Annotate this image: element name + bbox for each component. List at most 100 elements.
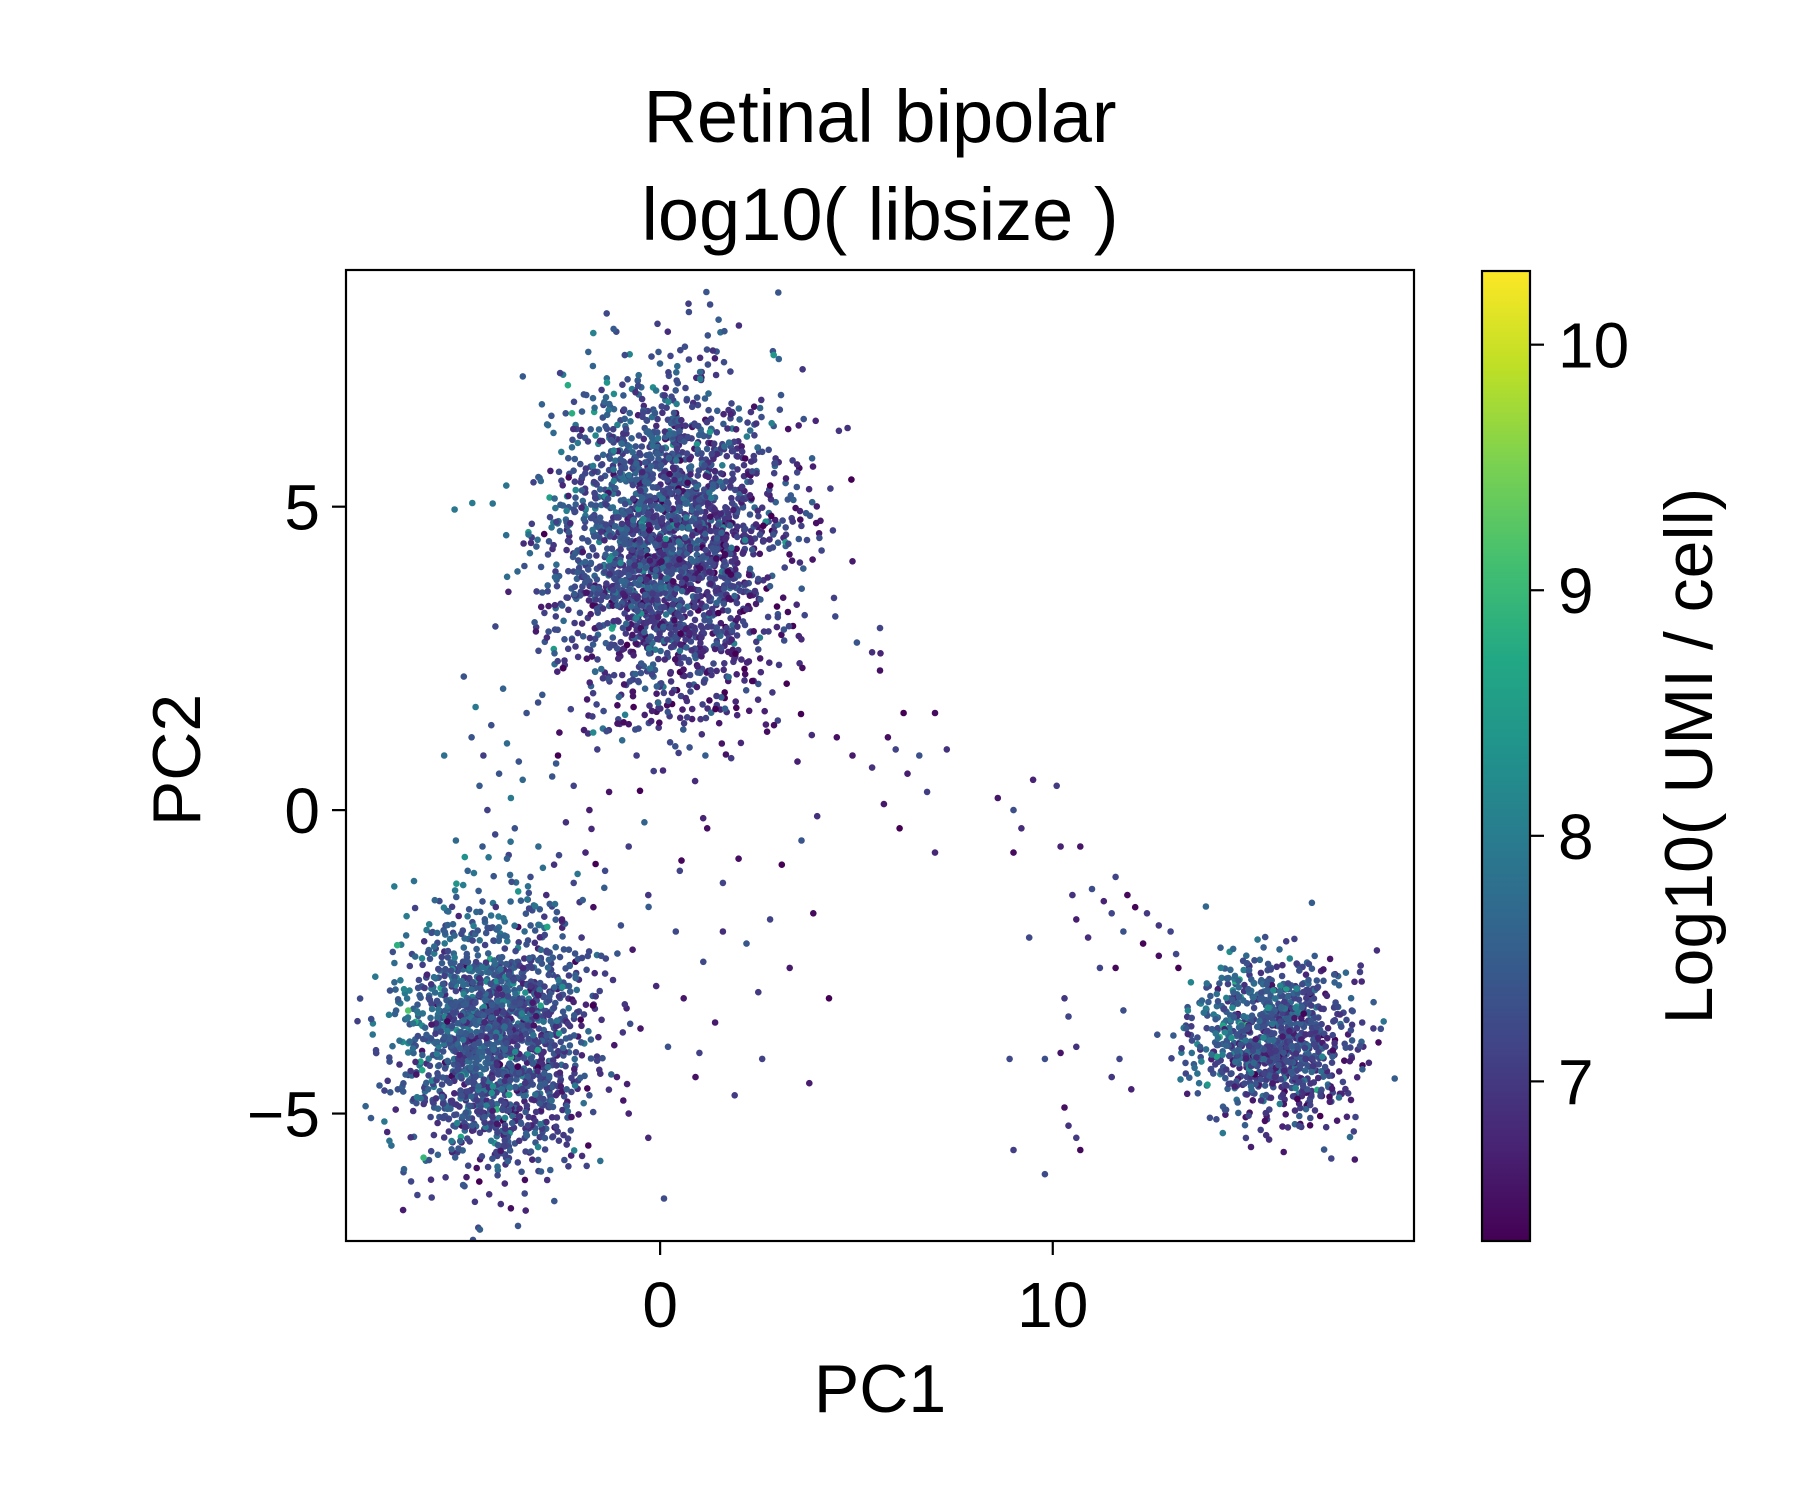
data-point: [720, 585, 728, 592]
data-point: [595, 1033, 602, 1041]
data-point: [551, 601, 559, 609]
data-point: [633, 640, 640, 648]
data-point: [400, 1165, 408, 1173]
data-point: [507, 1205, 515, 1212]
data-point: [706, 301, 714, 308]
data-point: [602, 394, 610, 401]
data-point: [739, 495, 746, 503]
data-point: [514, 1063, 521, 1070]
data-point: [746, 565, 754, 573]
data-point: [411, 904, 419, 912]
data-point: [853, 639, 861, 646]
data-point: [491, 957, 498, 964]
data-point: [645, 527, 653, 534]
data-point: [459, 881, 467, 889]
data-point: [793, 461, 801, 468]
data-point: [816, 534, 823, 542]
data-point: [445, 1128, 453, 1135]
data-point: [532, 1108, 540, 1116]
data-point: [396, 1037, 403, 1044]
data-point: [735, 572, 742, 579]
data-point: [780, 637, 788, 644]
data-point: [1375, 1039, 1382, 1046]
data-point: [546, 992, 553, 1000]
data-point: [808, 498, 816, 506]
data-point: [715, 521, 722, 528]
data-point: [601, 970, 609, 977]
data-point: [552, 1091, 560, 1099]
data-point: [531, 1129, 539, 1137]
data-point: [677, 641, 684, 648]
data-point: [705, 593, 713, 600]
data-point: [646, 497, 654, 505]
data-point: [516, 1105, 523, 1112]
data-point: [645, 903, 652, 911]
data-point: [555, 468, 563, 476]
data-point: [427, 1176, 435, 1183]
data-point: [685, 658, 693, 666]
data-point: [723, 452, 731, 460]
data-point: [1335, 1068, 1343, 1075]
data-point: [784, 496, 792, 503]
data-point: [585, 948, 593, 955]
data-point: [568, 410, 576, 417]
data-point: [726, 522, 734, 529]
data-point: [1284, 992, 1292, 1000]
data-point: [564, 1020, 572, 1028]
data-point: [667, 668, 675, 676]
data-point: [784, 425, 792, 433]
data-point: [724, 607, 732, 614]
data-point: [754, 507, 761, 515]
data-point: [451, 887, 459, 894]
data-point: [1329, 1047, 1337, 1054]
data-point: [457, 1029, 464, 1036]
data-point: [576, 432, 584, 440]
data-point: [569, 436, 576, 444]
data-point: [507, 1076, 514, 1084]
data-point: [1307, 1080, 1314, 1087]
data-point: [433, 1050, 441, 1058]
data-point: [430, 973, 438, 981]
data-point: [555, 993, 563, 1000]
data-point: [656, 630, 663, 637]
data-point: [743, 606, 750, 613]
data-point: [621, 415, 628, 423]
data-point: [1343, 1113, 1351, 1121]
data-point: [717, 619, 725, 627]
data-point: [713, 555, 720, 562]
data-point: [554, 626, 561, 634]
data-point: [633, 526, 640, 534]
data-point: [427, 1113, 434, 1121]
data-point: [572, 643, 579, 650]
data-point: [706, 428, 714, 436]
data-point: [531, 939, 539, 947]
data-point: [599, 605, 607, 612]
data-point: [518, 1010, 526, 1017]
data-point: [639, 468, 646, 476]
data-point: [725, 673, 732, 681]
data-point: [799, 664, 806, 672]
data-point: [621, 540, 628, 548]
data-point: [672, 387, 679, 394]
data-point: [649, 590, 656, 597]
data-point: [789, 457, 796, 464]
data-point: [505, 1060, 513, 1068]
data-point: [644, 510, 652, 518]
data-point: [550, 1004, 558, 1012]
data-point: [427, 1014, 434, 1022]
data-point: [367, 1114, 375, 1122]
data-point: [511, 1048, 519, 1056]
data-point: [808, 731, 816, 739]
data-point: [537, 946, 545, 954]
data-point: [406, 1038, 414, 1045]
data-point: [669, 464, 677, 472]
data-point: [570, 398, 578, 406]
data-point: [458, 1092, 466, 1100]
data-point: [578, 620, 586, 627]
data-point: [469, 979, 477, 986]
data-point: [559, 1008, 567, 1015]
data-point: [654, 450, 661, 457]
data-point: [562, 965, 569, 972]
data-point: [614, 602, 621, 609]
data-point: [774, 613, 782, 621]
